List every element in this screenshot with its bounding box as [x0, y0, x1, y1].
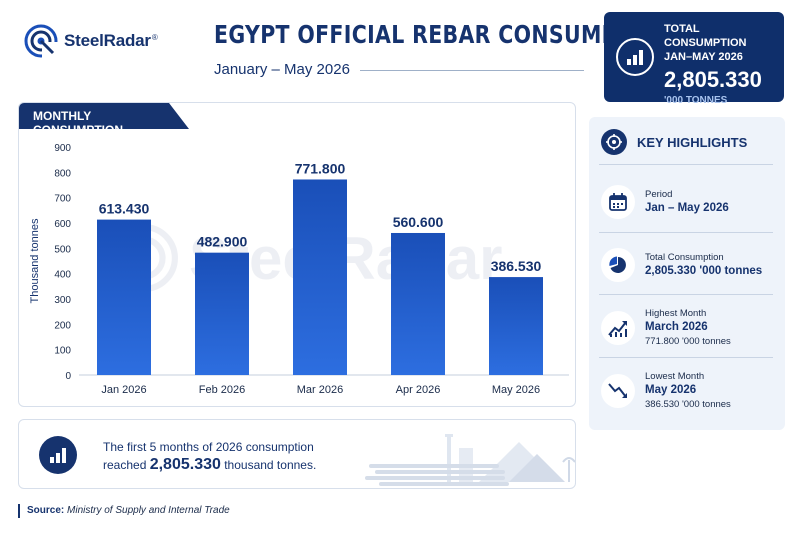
- y-tick-label: 600: [54, 219, 71, 230]
- total-value: 2,805.330: [664, 67, 762, 92]
- key-highlights-panel: KEY HIGHLIGHTS Period Jan – May 2026: [589, 117, 785, 430]
- bar-data-label: 771.800: [295, 160, 346, 176]
- source-text: Ministry of Supply and Internal Trade: [67, 505, 230, 516]
- highlight-value: March 2026: [645, 321, 708, 333]
- divider: [599, 164, 773, 165]
- bar: [293, 179, 347, 375]
- y-tick-label: 900: [54, 143, 71, 154]
- divider: [599, 294, 773, 295]
- y-tick-label: 0: [65, 371, 71, 382]
- highlight-label: Total Consumption: [645, 252, 724, 263]
- y-tick-label: 800: [54, 168, 71, 179]
- highlight-value: May 2026: [645, 384, 697, 396]
- highlights-title: KEY HIGHLIGHTS: [637, 134, 748, 150]
- highlight-label: Period: [645, 189, 673, 200]
- total-label-line2: JAN–MAY 2026: [664, 51, 743, 63]
- radar-logo-icon: [24, 24, 58, 58]
- bar: [97, 219, 151, 375]
- total-unit: '000 TONNES: [664, 95, 728, 106]
- highlight-period: Period Jan – May 2026: [601, 185, 729, 219]
- bar: [489, 277, 543, 375]
- summary-card: The first 5 months of 2026 consumption r…: [18, 419, 576, 489]
- bar-data-label: 560.600: [393, 214, 444, 230]
- divider: [599, 357, 773, 358]
- x-tick-label: May 2026: [492, 384, 540, 396]
- y-tick-label: 200: [54, 320, 71, 331]
- divider: [599, 232, 773, 233]
- y-axis-label: Thousand tonnes: [29, 218, 41, 304]
- trend-up-icon: [601, 310, 635, 345]
- page-subtitle: January – May 2026: [214, 61, 350, 78]
- highlight-total: Total Consumption 2,805.330 '000 tonnes: [601, 248, 762, 282]
- x-tick-label: Jan 2026: [101, 384, 146, 396]
- brand-registered-mark: ®: [151, 32, 158, 42]
- highlight-highest-month: Highest Month March 2026 771.800 '000 to…: [601, 307, 731, 348]
- summary-line1: The first 5 months of 2026 consumption: [103, 440, 314, 454]
- highlight-label: Lowest Month: [645, 371, 705, 382]
- summary-text: The first 5 months of 2026 consumption r…: [103, 438, 316, 474]
- source-note: Source: Ministry of Supply and Internal …: [18, 504, 230, 518]
- highlight-sub: 771.800 '000 tonnes: [645, 336, 731, 347]
- y-tick-label: 300: [54, 295, 71, 306]
- calendar-icon: [601, 185, 635, 219]
- bar-data-label: 482.900: [197, 234, 248, 250]
- bar-chart-icon: [39, 436, 77, 474]
- highlight-lowest-month: Lowest Month May 2026 386.530 '000 tonne…: [601, 370, 731, 411]
- highlight-sub: 386.530 '000 tonnes: [645, 399, 731, 410]
- x-tick-label: Mar 2026: [297, 384, 343, 396]
- total-label-line1: TOTAL CONSUMPTION: [664, 23, 747, 49]
- bar: [391, 232, 445, 375]
- y-tick-label: 500: [54, 244, 71, 255]
- rebar-pyramids-illustration: [365, 434, 575, 486]
- x-tick-label: Apr 2026: [396, 384, 441, 396]
- highlight-label: Highest Month: [645, 308, 707, 319]
- trend-down-icon: [601, 373, 635, 408]
- title-divider: [360, 70, 584, 71]
- summary-suffix: thousand tonnes.: [220, 458, 317, 472]
- highlight-value: 2,805.330 '000 tonnes: [645, 265, 763, 277]
- bar-data-label: 613.430: [99, 201, 150, 217]
- brand-logo: SteelRadar ®: [24, 24, 158, 58]
- highlight-value: Jan – May 2026: [645, 202, 729, 214]
- target-icon: [601, 129, 627, 155]
- summary-value: 2,805.330: [149, 456, 221, 473]
- chart-section-tab: MONTHLY CONSUMPTION: [19, 103, 189, 129]
- total-consumption-card: TOTAL CONSUMPTION JAN–MAY 2026 2,805.330…: [604, 12, 784, 106]
- bar-chart: 0 100 200 300 400 500 600 700 800 900 613.430 482.…: [29, 143, 569, 396]
- bar-data-label: 386.530: [491, 258, 542, 274]
- source-label: Source:: [27, 505, 65, 516]
- bar-chart-icon: [616, 38, 654, 76]
- y-tick-label: 400: [54, 270, 71, 281]
- monthly-consumption-card: SteelRadar MONTHLY CONSUMPTION 010020030…: [18, 102, 576, 407]
- y-tick-label: 100: [54, 346, 71, 357]
- page-title: EGYPT OFFICIAL REBAR CONSUMPTION: [214, 20, 675, 49]
- bar: [195, 252, 249, 375]
- y-tick-label: 700: [54, 194, 71, 205]
- summary-prefix: reached: [103, 458, 150, 472]
- x-tick-label: Feb 2026: [199, 384, 245, 396]
- brand-name: SteelRadar: [64, 31, 151, 50]
- pie-chart-icon: [601, 248, 635, 282]
